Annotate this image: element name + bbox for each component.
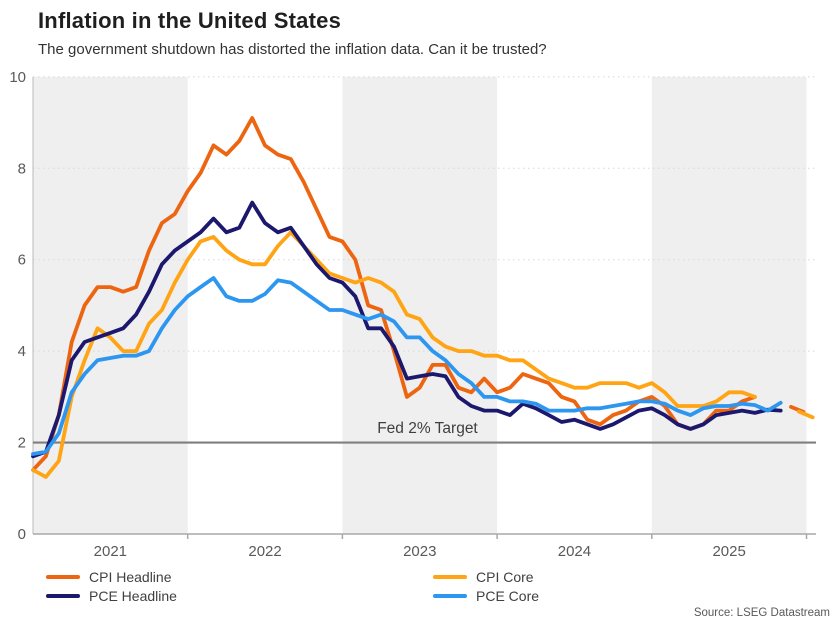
x-tick-label-2024: 2024 (558, 543, 591, 560)
chart-subtitle: The government shutdown has distorted th… (38, 41, 547, 58)
chart-legend-column-left: CPI Headline PCE Headline (46, 569, 177, 604)
chart-canvas: 0 2 4 6 8 10 2021 2022 2023 2024 2025 Fed 2% Target (9, 69, 816, 560)
year-band-2023 (342, 76, 498, 535)
series-line-cpi-core (31, 230, 757, 479)
y-tick-label-0: 0 (18, 526, 26, 543)
legend-item-cpi-headline: CPI Headline (46, 569, 177, 585)
y-tick-label-6: 6 (18, 252, 26, 269)
x-tick-label-2021: 2021 (94, 543, 127, 560)
y-tick-label-8: 8 (18, 160, 26, 177)
legend-swatch-cpi-core (433, 574, 467, 580)
chart-legend-column-right: CPI Core PCE Core (433, 569, 540, 604)
legend-label: CPI Core (476, 569, 534, 585)
y-tick-label-4: 4 (18, 343, 26, 360)
year-band-2025 (651, 76, 807, 535)
legend-item-pce-core: PCE Core (433, 588, 540, 604)
series-line-pce-headline (31, 200, 783, 459)
legend-item-pce-headline: PCE Headline (46, 588, 177, 604)
x-tick-label-2025: 2025 (712, 543, 745, 560)
y-tick-label-10: 10 (9, 69, 26, 86)
legend-item-cpi-core: CPI Core (433, 569, 539, 585)
x-tick-label-2023: 2023 (403, 543, 436, 560)
x-tick-label-2022: 2022 (248, 543, 281, 560)
series-line-pce-core (31, 276, 783, 456)
y-tick-label-2: 2 (18, 435, 26, 452)
source-attribution: Source: LSEG Datastream (693, 607, 830, 619)
legend-swatch-cpi-headline (46, 574, 80, 580)
chart-title: Inflation in the United States (38, 8, 342, 33)
legend-swatch-pce-headline (46, 593, 80, 599)
legend-label: CPI Headline (89, 569, 172, 585)
detached-segment-cpi-core (796, 409, 815, 420)
fed-target-label: Fed 2% Target (377, 420, 478, 437)
legend-label: PCE Headline (89, 588, 177, 604)
legend-swatch-pce-core (433, 593, 467, 599)
legend-label: PCE Core (476, 588, 540, 604)
